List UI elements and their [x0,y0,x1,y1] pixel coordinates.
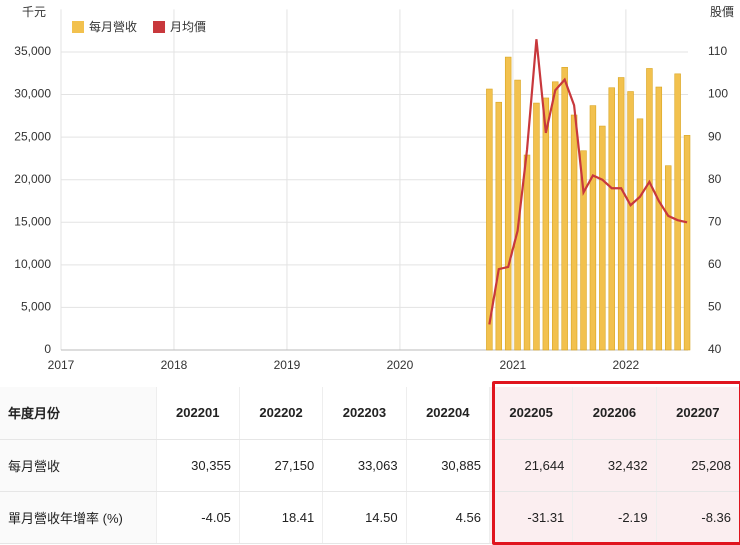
y2-axis-label: 股價 [710,5,734,19]
bar [533,102,540,351]
bar [542,97,550,351]
table-cell: 32,432 [572,439,657,492]
x-tick-label: 2018 [161,358,188,372]
bar [636,118,644,351]
y-tick-label: 20,000 [14,172,51,186]
table-cell: 202205 [489,387,574,440]
row-header: 每月營收 [0,439,157,492]
bar [589,105,597,351]
bar [523,154,531,351]
row-header: 年度月份 [0,387,157,440]
y2-tick-label: 80 [708,172,722,186]
chart: 千元 股價 0 5,000 10,000 15,000 20,000 25,000 30,0… [14,5,734,372]
bar [504,56,512,351]
legend-label: 月均價 [170,20,206,34]
y-axis-label: 千元 [22,5,46,19]
table-cell: 21,644 [489,439,574,492]
bar [627,91,634,351]
bar [674,73,681,351]
bar [646,68,653,351]
table-row: 單月營收年增率 (%) -4.05 18.41 14.50 4.56 -31.31 -2.1… [0,491,740,544]
table-cell: 202201 [156,387,240,440]
bar [655,86,663,351]
bar [495,101,502,351]
table-cell: 27,150 [239,439,324,492]
table-cell: 33,063 [322,439,407,492]
table: 年度月份 202201 202202 202203 202204 202205 202206… [0,387,740,544]
bar [608,87,615,351]
x-tick-label: 2020 [387,358,414,372]
table-cell: 18.41 [239,491,324,544]
table-cell: -2.19 [572,491,657,544]
bar [580,150,587,351]
table-cell: 4.56 [406,491,490,544]
y-tick-label: 15,000 [14,214,51,228]
table-cell: 202206 [572,387,657,440]
x-tick-label: 2019 [274,358,301,372]
table-cell: -4.05 [156,491,240,544]
table-row: 每月營收 30,355 27,150 33,063 30,885 21,644 32,432… [0,439,740,492]
y2-tick-label: 50 [708,300,722,314]
bar [486,88,493,351]
y2-tick-label: 110 [708,44,727,58]
legend-swatch [153,21,166,33]
line [488,39,688,325]
bar [683,135,691,351]
x-tick-label: 2017 [48,358,75,372]
bar [570,114,578,351]
table-cell: -31.31 [489,491,574,544]
legend-label: 每月營收 [89,19,137,34]
x-tick-label: 2022 [613,358,640,372]
row-header: 單月營收年增率 (%) [0,491,157,544]
y-tick-label: 5,000 [21,300,51,314]
table-cell: 202202 [239,387,324,440]
table-cell: 25,208 [656,439,740,492]
x-tick-label: 2021 [500,358,527,372]
bar [561,67,568,351]
table-cell: 202203 [322,387,407,440]
y2-tick-label: 70 [708,214,722,228]
table-cell: 14.50 [322,491,407,544]
y2-tick-label: 40 [708,342,722,356]
legend-swatch [72,21,84,33]
table-cell: -8.36 [656,491,740,544]
y-tick-label: 30,000 [14,87,51,101]
y2-tick-label: 100 [708,87,728,101]
y2-tick-label: 60 [708,257,722,271]
bar [552,81,559,351]
y-tick-label: 0 [44,342,51,356]
bar [617,77,625,351]
y-tick-label: 10,000 [14,257,51,271]
y-tick-label: 25,000 [14,129,51,143]
bar [665,165,672,351]
table-cell: 202204 [406,387,490,440]
y-tick-label: 35,000 [14,44,51,58]
table-row: 年度月份 202201 202202 202203 202204 202205 202206… [0,387,740,440]
y2-tick-label: 90 [708,129,722,143]
table-cell: 30,885 [406,439,490,492]
table-cell: 202207 [656,387,740,440]
table-cell: 30,355 [156,439,240,492]
bar [599,125,606,351]
